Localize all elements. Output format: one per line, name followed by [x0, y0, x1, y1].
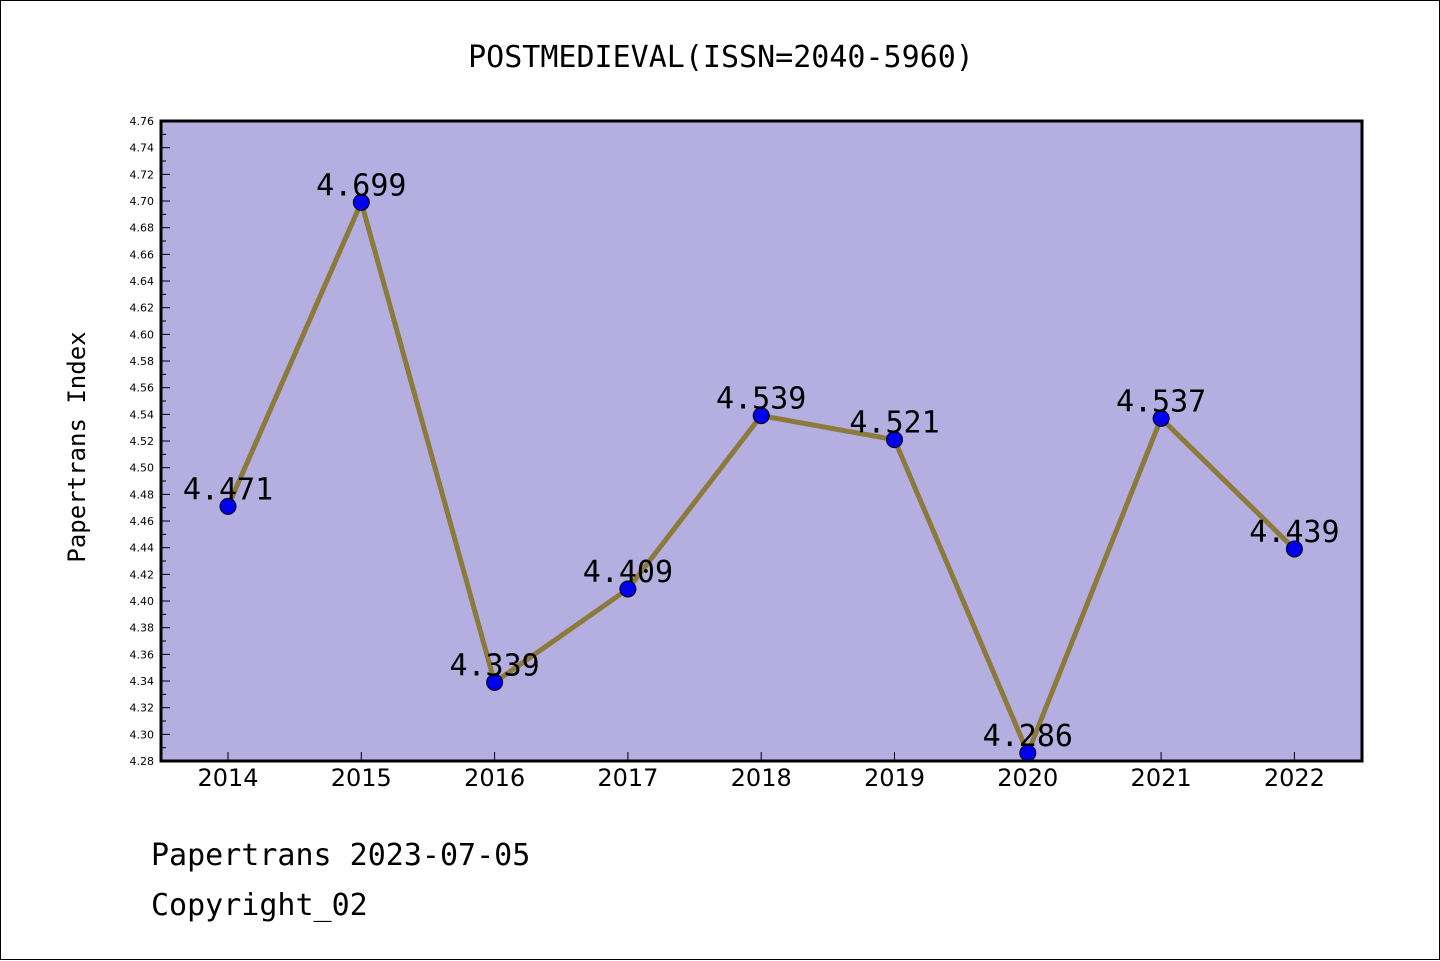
plot-area — [161, 121, 1362, 761]
y-tick-label: 4.48 — [130, 488, 155, 501]
x-tick-label: 2016 — [464, 764, 525, 792]
data-point — [619, 580, 637, 598]
y-tick-label: 4.72 — [130, 168, 155, 181]
data-labels: 4.471 4.699 4.339 4.409 4.539 4.521 4.286 4.537… — [183, 168, 1340, 754]
data-point — [486, 673, 504, 691]
y-tick-label: 4.76 — [130, 115, 155, 128]
x-tick-label: 2019 — [864, 764, 925, 792]
y-tick-label: 4.50 — [130, 462, 155, 475]
data-point — [1152, 409, 1170, 427]
y-tick-label: 4.42 — [130, 568, 155, 581]
y-tick-label: 4.74 — [130, 142, 155, 155]
data-label: 4.339 — [449, 648, 539, 683]
y-tick-label: 4.64 — [130, 275, 155, 288]
x-tick-label: 2017 — [597, 764, 658, 792]
x-tick-label: 2021 — [1131, 764, 1192, 792]
x-tick-label: 2020 — [997, 764, 1058, 792]
data-points — [219, 193, 1303, 762]
chart-title: POSTMEDIEVAL(ISSN=2040-5960) — [468, 40, 974, 75]
y-tick-label: 4.36 — [130, 648, 155, 661]
x-axis: 2014 2015 2016 2017 2018 2019 2020 2021 2022 — [197, 752, 1325, 792]
data-point — [886, 431, 903, 449]
y-tick-label: 4.66 — [130, 248, 155, 261]
y-tick-label: 4.62 — [130, 302, 155, 315]
y-tick-label: 4.46 — [130, 515, 155, 528]
y-tick-label: 4.52 — [130, 435, 155, 448]
x-tick-label: 2014 — [197, 764, 258, 792]
y-axis-label: Papertrans Index — [63, 331, 91, 562]
data-label: 4.409 — [583, 555, 673, 590]
y-tick-label: 4.58 — [130, 355, 155, 368]
data-label: 4.286 — [983, 719, 1073, 754]
plot-border — [159, 119, 1364, 763]
data-label: 4.439 — [1249, 515, 1339, 550]
y-tick-label: 4.44 — [130, 542, 155, 555]
y-tick-label: 4.28 — [130, 755, 155, 768]
data-point — [1285, 540, 1303, 558]
y-tick-label: 4.38 — [130, 622, 155, 635]
data-point — [752, 407, 770, 425]
data-label: 4.521 — [849, 406, 939, 441]
y-tick-label: 4.56 — [130, 382, 155, 395]
data-point — [219, 497, 237, 515]
y-tick-label: 4.34 — [130, 675, 155, 688]
data-label: 4.471 — [183, 472, 273, 507]
y-tick-label: 4.30 — [130, 728, 155, 741]
data-label: 4.699 — [316, 168, 406, 203]
y-tick-label: 4.70 — [130, 195, 155, 208]
data-point — [352, 193, 370, 211]
y-tick-label: 4.60 — [130, 328, 155, 341]
x-tick-label: 2018 — [731, 764, 792, 792]
footer-copyright: Copyright_02 — [151, 888, 368, 923]
y-tick-label: 4.68 — [130, 222, 155, 235]
data-label: 4.539 — [716, 382, 806, 417]
footer-date: Papertrans 2023-07-05 — [151, 838, 530, 873]
data-label: 4.537 — [1116, 384, 1206, 419]
y-axis: 4.28 4.30 4.32 4.34 4.36 4.38 4.40 4.42 4.44 4.46… — [130, 115, 170, 768]
x-tick-label: 2022 — [1264, 764, 1325, 792]
y-tick-label: 4.54 — [130, 408, 155, 421]
y-tick-label: 4.40 — [130, 595, 155, 608]
y-tick-label: 4.32 — [130, 702, 155, 715]
x-tick-label: 2015 — [331, 764, 392, 792]
